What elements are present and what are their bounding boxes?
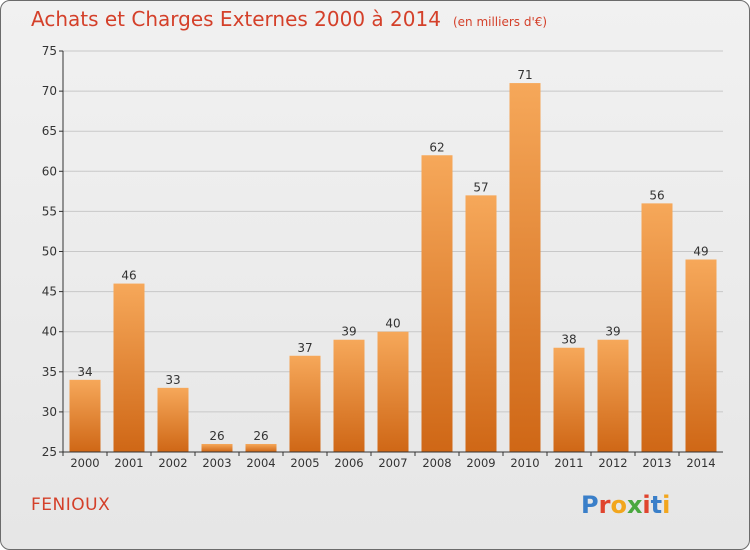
logo-letter: i — [662, 491, 671, 519]
bar-2013 — [641, 203, 673, 452]
bar-2004 — [245, 443, 277, 452]
data-label: 34 — [77, 365, 92, 379]
bar-2009 — [465, 195, 497, 453]
data-label: 26 — [253, 429, 268, 443]
data-label: 33 — [165, 373, 180, 387]
bar-2006 — [333, 339, 365, 452]
data-label: 39 — [605, 325, 620, 339]
data-label: 37 — [297, 341, 312, 355]
chart-title: Achats et Charges Externes 2000 à 2014 (e… — [31, 7, 547, 31]
x-tick-label: 2014 — [686, 456, 715, 470]
bar-2000 — [69, 379, 101, 452]
y-tick-label: 45 — [42, 285, 57, 299]
logo-letter: o — [610, 491, 627, 519]
x-tick-label: 2005 — [290, 456, 319, 470]
commune-name: FENIOUX — [31, 495, 111, 515]
y-tick-label: 35 — [42, 365, 57, 379]
logo-letter: P — [581, 491, 599, 519]
chart-title-text: Achats et Charges Externes 2000 à 2014 — [31, 7, 441, 31]
data-label: 38 — [561, 333, 576, 347]
logo-letter: x — [626, 491, 643, 519]
x-tick-label: 2000 — [70, 456, 99, 470]
x-tick-label: 2008 — [422, 456, 451, 470]
bar-2014 — [685, 259, 717, 452]
bar-2008 — [421, 155, 453, 452]
y-tick-label: 75 — [42, 44, 57, 58]
y-tick-label: 60 — [42, 164, 57, 178]
data-label: 49 — [693, 245, 708, 259]
x-tick-label: 2010 — [510, 456, 539, 470]
bar-2011 — [553, 347, 585, 452]
x-tick-label: 2002 — [158, 456, 187, 470]
bar-2001 — [113, 283, 145, 452]
y-tick-label: 30 — [42, 405, 57, 419]
y-tick-label: 65 — [42, 124, 57, 138]
data-label: 39 — [341, 325, 356, 339]
logo-letter: i — [642, 491, 651, 519]
x-tick-label: 2013 — [642, 456, 671, 470]
bar-2002 — [157, 387, 189, 452]
y-tick-label: 55 — [42, 204, 57, 218]
x-tick-label: 2009 — [466, 456, 495, 470]
bar-2005 — [289, 355, 321, 452]
data-label: 46 — [121, 269, 136, 283]
y-tick-label: 40 — [42, 325, 57, 339]
x-tick-label: 2004 — [246, 456, 275, 470]
data-label: 57 — [473, 180, 488, 194]
data-label: 26 — [209, 429, 224, 443]
x-tick-label: 2006 — [334, 456, 363, 470]
logo-letter: r — [598, 491, 611, 519]
logo-letter: t — [650, 491, 663, 519]
x-tick-label: 2007 — [378, 456, 407, 470]
bar-2012 — [597, 339, 629, 452]
x-tick-labels: 2000 2001 2002 2003 2004 2005 2006 2007 2008 2009… — [62, 452, 716, 470]
x-tick-label: 2012 — [598, 456, 627, 470]
y-tick-label: 25 — [42, 445, 57, 459]
data-label: 62 — [429, 140, 444, 154]
axes — [62, 51, 723, 453]
y-tick-label: 50 — [42, 245, 57, 259]
bar-2003 — [201, 443, 233, 452]
x-tick-label: 2011 — [554, 456, 583, 470]
y-tick-label: 70 — [42, 84, 57, 98]
proxiti-logo: Proxiti — [581, 491, 670, 519]
data-labels: 34 46 33 26 26 37 39 40 62 57 71 38 39 56 49 — [77, 68, 708, 443]
y-tick-labels: 25 30 35 40 45 50 55 60 65 70 75 — [42, 44, 57, 459]
x-tick-label: 2003 — [202, 456, 231, 470]
bars — [69, 83, 717, 453]
x-tick-label: 2001 — [114, 456, 143, 470]
chart-subtitle: (en milliers d'€) — [452, 15, 548, 29]
bar-2010 — [509, 83, 541, 452]
data-label: 71 — [517, 68, 532, 82]
data-label: 40 — [385, 317, 400, 331]
data-label: 56 — [649, 188, 664, 202]
bar-2007 — [377, 331, 409, 452]
